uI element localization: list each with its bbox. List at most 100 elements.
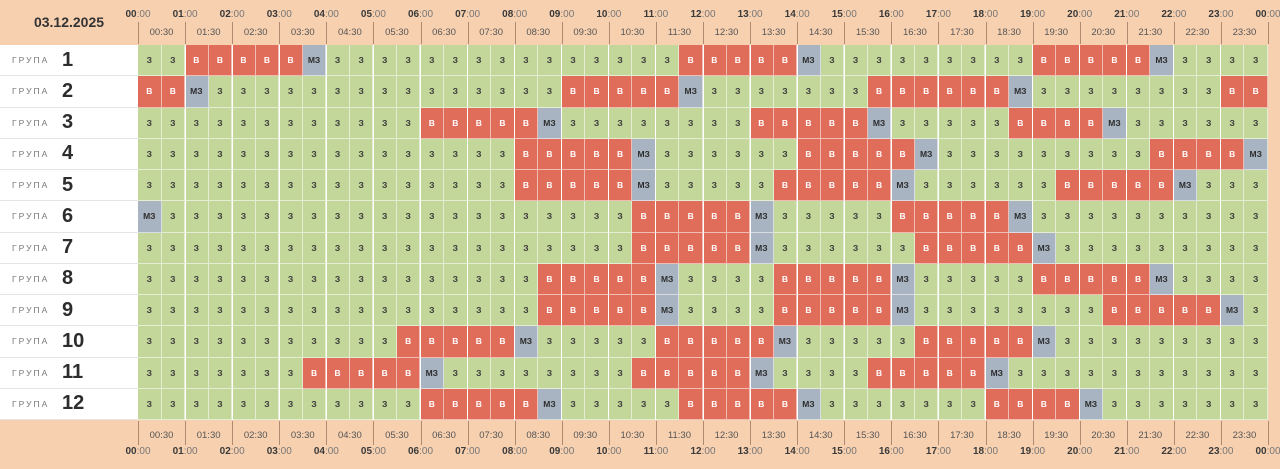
slot-cell: З xyxy=(420,138,445,170)
slot-cell: З xyxy=(1126,201,1151,233)
group-number: 2 xyxy=(62,79,74,102)
slot-cell: В xyxy=(938,76,962,108)
slot-cell: З xyxy=(1220,45,1245,77)
hour-number: 08 xyxy=(502,446,514,457)
slot-cell: В xyxy=(891,138,915,170)
slot-cell: З xyxy=(914,263,939,295)
hour-label: 17:00 xyxy=(926,446,951,457)
slot-cell: З xyxy=(1009,170,1033,202)
slot-cell: В xyxy=(302,357,327,389)
hour-label: 09:00 xyxy=(549,9,574,20)
slot-cell: З xyxy=(820,388,845,420)
group-word: ГРУПА xyxy=(12,336,50,347)
slot-cell: В xyxy=(867,170,892,202)
slot-cell: З xyxy=(1103,76,1127,108)
slot-cell: З xyxy=(1197,201,1221,233)
group-label: ГРУПА 5 xyxy=(0,170,138,202)
hour-divider xyxy=(278,45,280,420)
slot-cell: З xyxy=(138,295,162,327)
slot-cell: З xyxy=(1244,232,1268,264)
slot-cell: З xyxy=(138,357,162,389)
slot-cell: З xyxy=(185,357,209,389)
slot-cell: З xyxy=(255,232,280,264)
slot-cell: З xyxy=(302,201,327,233)
slot-cell: З xyxy=(1032,357,1057,389)
group-label: ГРУПА 3 xyxy=(0,107,138,139)
slot-cell: З xyxy=(1220,357,1245,389)
hour-label: 12:00 xyxy=(690,446,715,457)
half-hour-label: 14:30 xyxy=(808,27,833,38)
slot-cell: З xyxy=(961,107,986,139)
half-hour-label: 12:30 xyxy=(714,27,739,38)
hour-label: 10:00 xyxy=(596,446,621,457)
slot-cell: З xyxy=(444,263,468,295)
slot-cell: З xyxy=(961,45,986,77)
slot-cell: МЗ xyxy=(750,232,774,264)
slot-cell: З xyxy=(1032,138,1057,170)
slot-cell: З xyxy=(1126,138,1151,170)
slot-cell: МЗ xyxy=(891,295,915,327)
slot-cell: В xyxy=(679,201,703,233)
minutes-suffix: :00 xyxy=(748,9,763,20)
slot-cell: З xyxy=(985,295,1010,327)
hour-divider xyxy=(655,45,657,420)
slot-cell: З xyxy=(349,170,374,202)
slot-cell: З xyxy=(1103,232,1127,264)
slot-cell: З xyxy=(561,388,586,420)
slot-cell: МЗ xyxy=(1244,138,1268,170)
slot-cell: З xyxy=(1244,107,1268,139)
hour-tick xyxy=(138,22,139,44)
hour-tick xyxy=(655,22,657,44)
slot-cell: З xyxy=(514,45,539,77)
slot-cell: З xyxy=(161,263,186,295)
hour-tick xyxy=(891,22,893,44)
slot-cell: З xyxy=(232,170,256,202)
slot-cell: В xyxy=(1056,107,1080,139)
slot-cell: З xyxy=(349,107,374,139)
hour-label: 20:00 xyxy=(1067,446,1092,457)
hour-number: 11 xyxy=(643,446,655,457)
hour-label: 19:00 xyxy=(1020,9,1045,20)
hour-number: 09 xyxy=(549,9,561,20)
slot-cell: З xyxy=(561,45,586,77)
slot-cell: МЗ xyxy=(138,201,162,233)
hour-label: 16:00 xyxy=(879,9,904,20)
hour-tick xyxy=(938,22,940,44)
slot-cell: З xyxy=(279,326,303,358)
slot-cell: В xyxy=(1032,45,1057,77)
half-hour-label: 09:30 xyxy=(573,430,598,441)
group-word: ГРУПА xyxy=(12,211,50,222)
slot-cell: З xyxy=(514,76,539,108)
hour-tick xyxy=(797,421,799,445)
slot-cell: З xyxy=(161,45,186,77)
slot-cell: З xyxy=(608,201,633,233)
slot-cell: З xyxy=(302,232,327,264)
slot-cell: МЗ xyxy=(514,326,539,358)
minutes-suffix: :00 xyxy=(1078,446,1093,457)
slot-cell: МЗ xyxy=(1009,201,1033,233)
slot-cell: З xyxy=(1126,357,1151,389)
group-number: 6 xyxy=(62,204,74,227)
slot-cell: З xyxy=(138,263,162,295)
hour-number: 19 xyxy=(1020,9,1032,20)
hour-tick xyxy=(1126,22,1128,44)
slot-cell: В xyxy=(161,76,186,108)
slot-cell: В xyxy=(891,76,915,108)
hour-tick xyxy=(655,421,657,445)
slot-cell: З xyxy=(1009,263,1033,295)
slot-cell: З xyxy=(208,170,233,202)
slot-cell: З xyxy=(396,45,421,77)
slot-cell: З xyxy=(326,45,350,77)
slot-cell: З xyxy=(703,138,727,170)
hour-tick xyxy=(467,22,469,44)
slot-cell: З xyxy=(655,45,680,77)
slot-cell: В xyxy=(961,232,986,264)
slot-cell: З xyxy=(349,201,374,233)
slot-cell: З xyxy=(514,232,539,264)
slot-cell: З xyxy=(1150,326,1174,358)
hour-tick xyxy=(750,22,752,44)
hour-label: 22:00 xyxy=(1161,446,1186,457)
slot-cell: В xyxy=(891,201,915,233)
slot-cell: В xyxy=(655,232,680,264)
slot-cell: З xyxy=(797,201,821,233)
